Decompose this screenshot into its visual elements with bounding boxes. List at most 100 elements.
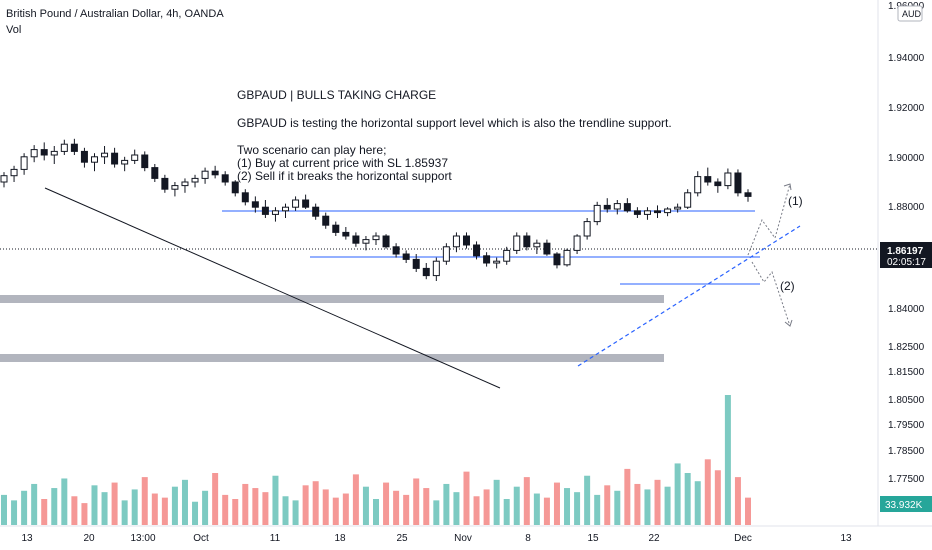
time-tick: Nov: [454, 533, 472, 544]
candle: [392, 243, 400, 258]
candle-body: [60, 143, 68, 152]
symbol-title: British Pound / Australian Dollar, 4h, O…: [6, 8, 224, 20]
price-tick: 1.80500: [888, 395, 925, 406]
candle: [211, 165, 219, 179]
volume-bar: [714, 470, 721, 525]
volume-bar: [574, 492, 581, 525]
candle: [533, 239, 541, 254]
candle: [643, 207, 651, 220]
candle-body: [241, 192, 249, 203]
volume-bar: [564, 488, 571, 525]
volume-bar: [594, 494, 601, 525]
volume-bar: [463, 471, 470, 525]
candle: [151, 164, 159, 182]
candle: [70, 138, 78, 155]
volume-bar: [31, 483, 38, 525]
candle: [452, 232, 460, 253]
candle-body: [633, 210, 641, 215]
volume-layer: [1, 395, 751, 525]
volume-bar: [242, 483, 249, 525]
candle-body: [40, 149, 48, 156]
candle-body: [462, 235, 470, 246]
candle-body: [704, 176, 712, 183]
candle: [121, 156, 129, 172]
candle: [603, 198, 611, 213]
current-price-badge: [880, 242, 932, 268]
candle: [432, 257, 440, 281]
candle-body: [483, 255, 491, 264]
candle: [141, 151, 149, 172]
volume-bar: [212, 473, 219, 525]
volume-bar: [262, 492, 269, 525]
volume-bar: [443, 483, 450, 525]
scenario-1-label: (1): [788, 194, 803, 208]
candle: [412, 254, 420, 272]
volume-bar: [423, 488, 430, 525]
candle-body: [271, 210, 279, 215]
scenario-2-label: (2): [780, 279, 795, 293]
candle-body: [452, 235, 460, 248]
candle: [251, 196, 259, 213]
candle-body: [372, 235, 380, 241]
candle-body: [181, 181, 189, 187]
volume-bar: [403, 494, 410, 525]
candle-body: [141, 154, 149, 169]
candle-body: [473, 244, 481, 257]
candle: [623, 198, 631, 213]
candle: [613, 200, 621, 215]
candle: [30, 145, 38, 163]
currency-badge[interactable]: AUD: [902, 9, 922, 19]
time-tick: 11: [270, 533, 281, 544]
volume-bar: [724, 395, 731, 525]
candle: [573, 234, 581, 254]
scenario-1-path: [747, 183, 791, 256]
candle: [402, 250, 410, 263]
currency-badge-box[interactable]: [897, 5, 923, 22]
volume-bar: [664, 486, 671, 525]
candle-body: [674, 206, 682, 210]
candle: [372, 232, 380, 245]
volume-bar: [473, 496, 480, 525]
candle: [322, 212, 330, 229]
volume-bar: [674, 463, 681, 525]
candle-body: [684, 192, 692, 208]
volume-bar: [694, 481, 701, 525]
volume-bar: [483, 489, 490, 525]
candle: [10, 165, 18, 182]
volume-bar: [493, 479, 500, 525]
candle-body: [352, 235, 360, 244]
candle-body: [322, 215, 330, 226]
candle: [90, 153, 98, 172]
volume-bar: [1, 494, 7, 525]
volume-bar: [41, 499, 48, 525]
countdown-text: 02:05:17: [887, 257, 926, 268]
volume-bar: [302, 485, 309, 525]
time-scale[interactable]: 13 20 13:00 Oct 11 18 25 Nov 8 15 22 Dec 13: [21, 533, 852, 544]
candle-body: [412, 258, 420, 269]
candle: [80, 147, 88, 168]
candle: [543, 239, 551, 256]
candle-body: [724, 172, 732, 187]
volume-bar: [614, 490, 621, 525]
candle: [493, 257, 501, 269]
time-tick: 18: [334, 533, 346, 544]
candle: [111, 147, 119, 168]
time-tick: 13:00: [130, 533, 155, 544]
volume-bar: [433, 500, 440, 525]
volume-bar: [644, 489, 651, 525]
candle-body: [583, 221, 591, 237]
volume-bar: [634, 483, 641, 525]
candle-body: [101, 152, 109, 158]
price-tick: 1.84000: [888, 304, 925, 315]
candle-body: [221, 174, 229, 183]
volume-badge-box: [880, 496, 932, 512]
candle-body: [392, 246, 400, 255]
candle-body: [442, 246, 450, 262]
volume-bar: [543, 497, 550, 525]
current-price-text: 1.86197: [887, 246, 924, 257]
volume-bar: [393, 490, 400, 525]
candle-body: [332, 224, 340, 233]
annotation-title: GBPAUD | BULLS TAKING CHARGE: [237, 88, 436, 102]
